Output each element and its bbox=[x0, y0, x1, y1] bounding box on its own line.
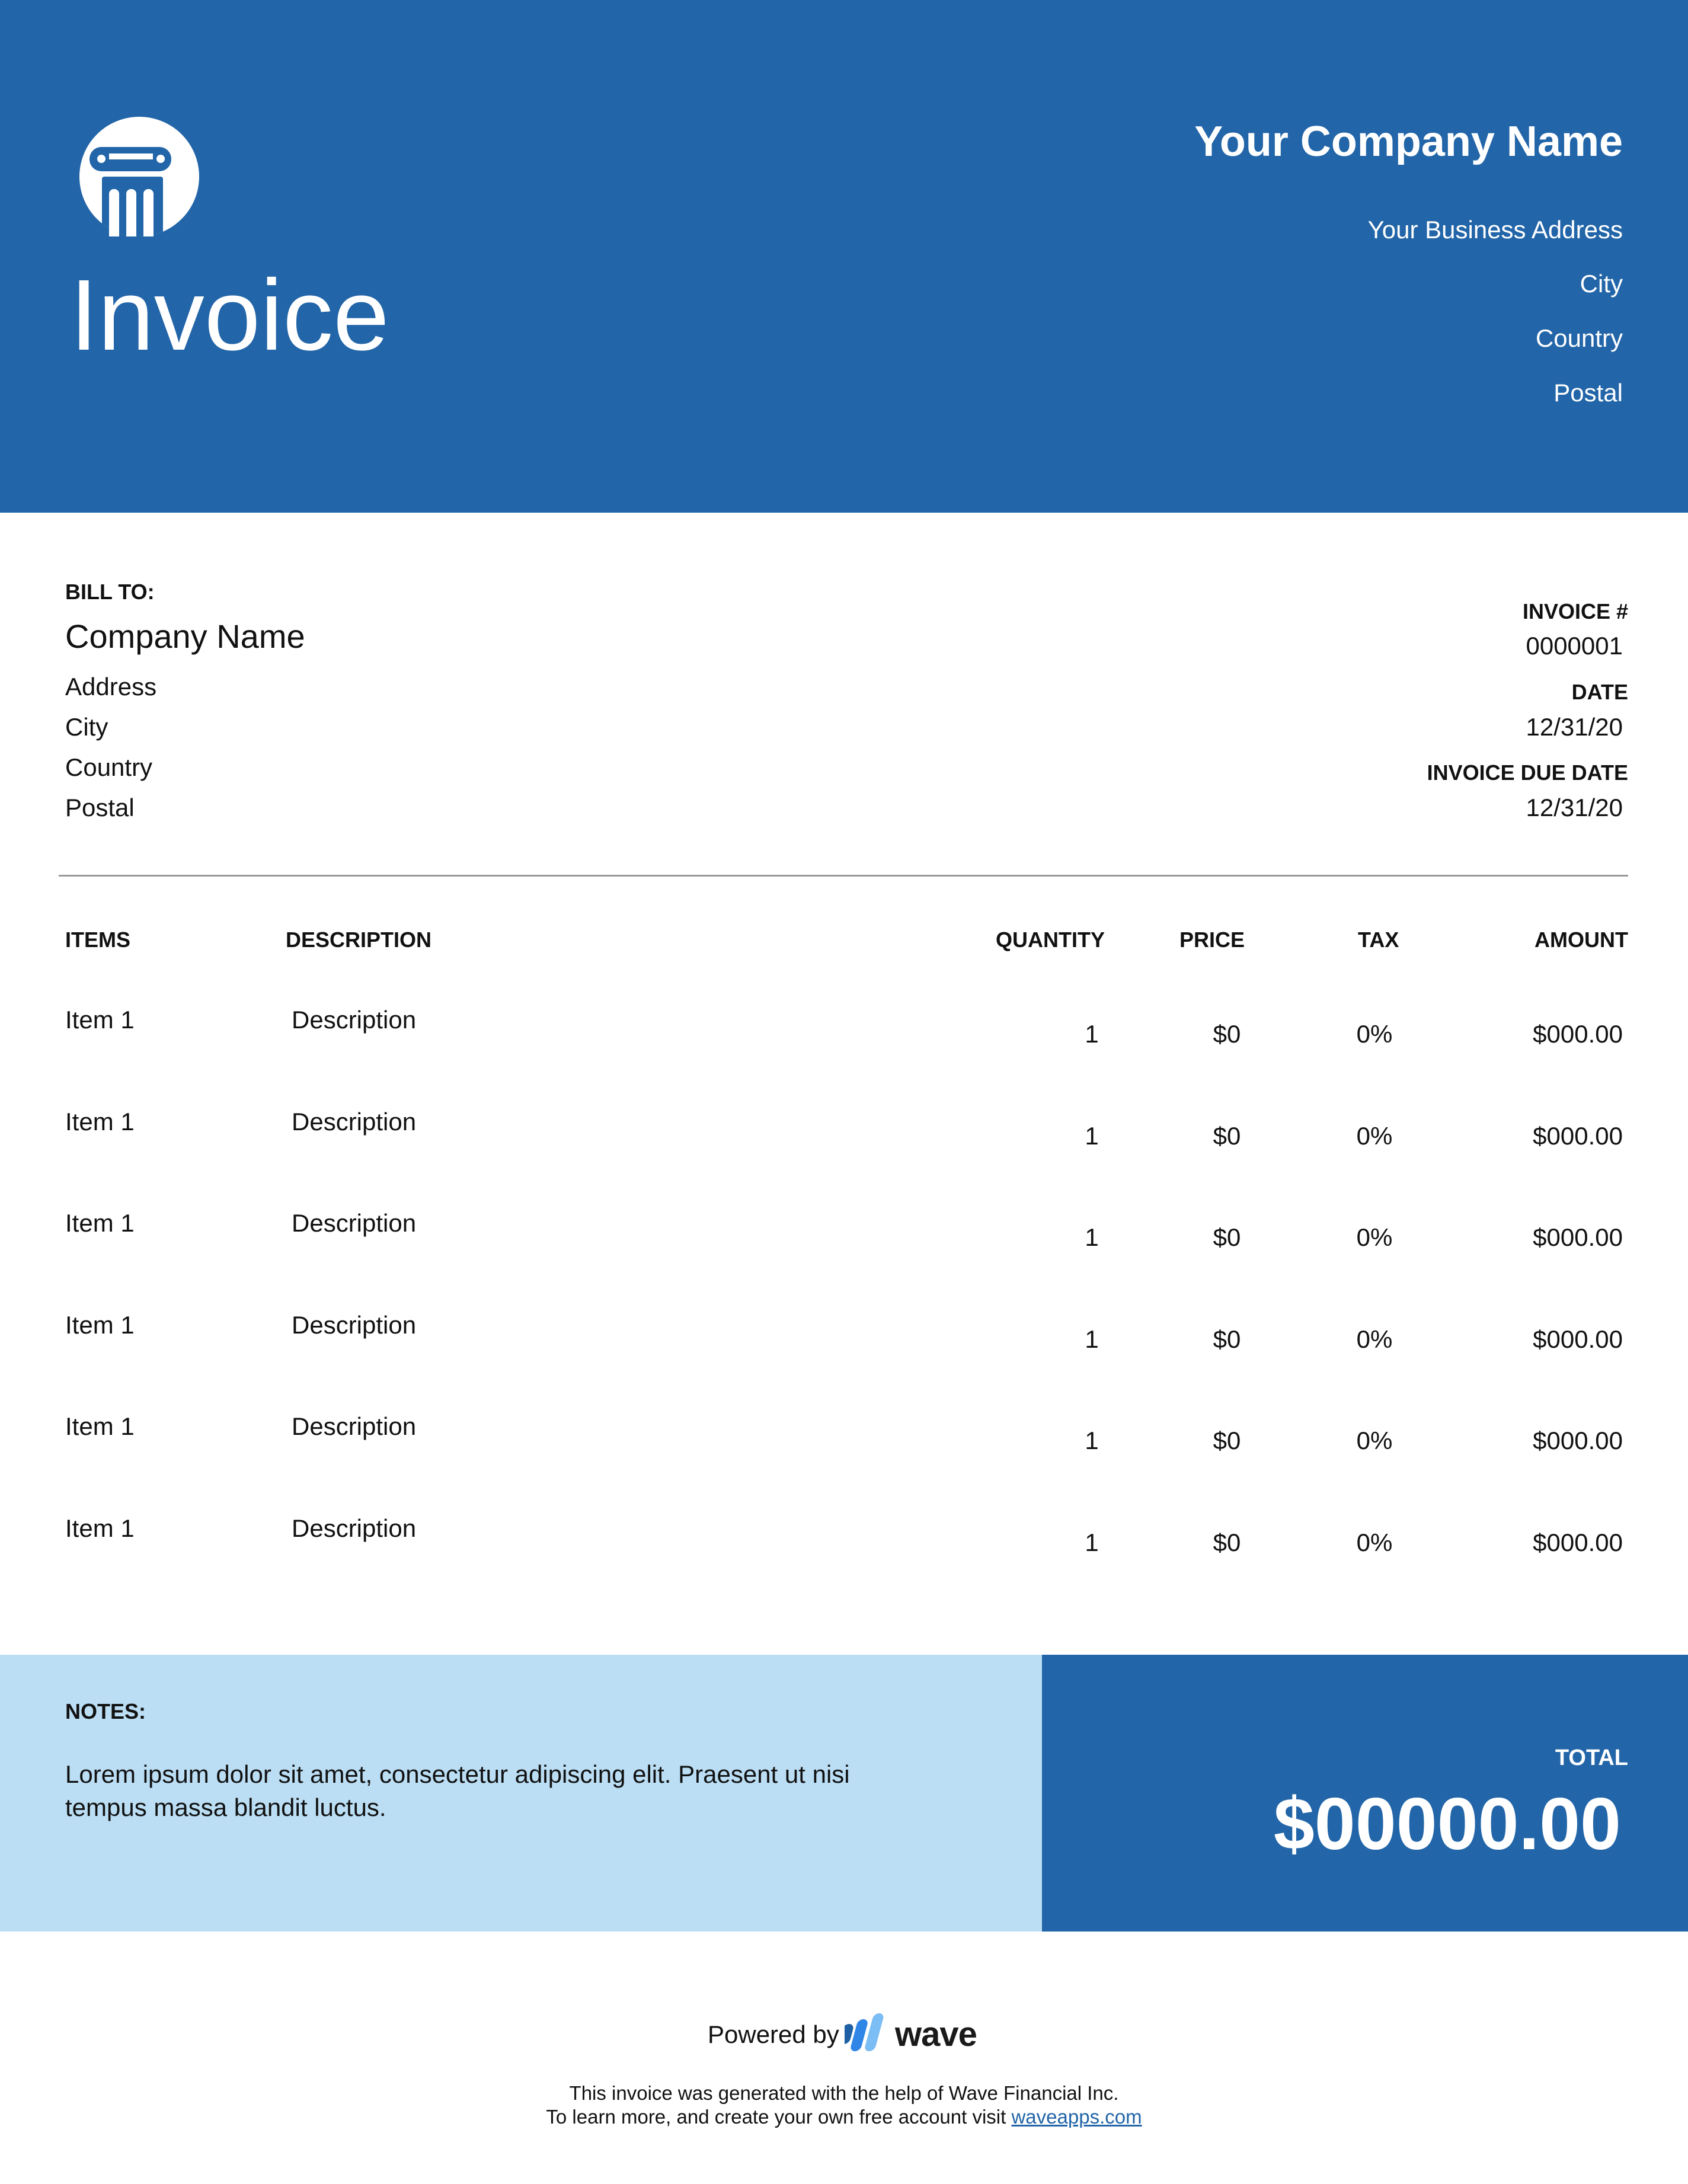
row-price: $0 bbox=[1213, 1427, 1241, 1454]
invoice-header bbox=[0, 0, 1688, 513]
footer-line2: To learn more, and create your own free … bbox=[0, 2105, 1688, 2129]
total-value: $00000.00 bbox=[1273, 1783, 1621, 1865]
row-quantity: 1 bbox=[1085, 1325, 1099, 1353]
col-header-amount: AMOUNT bbox=[1534, 928, 1628, 952]
wave-brand: wave bbox=[895, 2015, 977, 2054]
row-description: Description bbox=[292, 1209, 417, 1237]
date-label: DATE bbox=[1571, 680, 1628, 704]
invoice-number: 0000001 bbox=[1526, 632, 1623, 660]
row-item: Item 1 bbox=[65, 1209, 135, 1237]
footer-line1: This invoice was generated with the help… bbox=[569, 2082, 1119, 2104]
bill-to-city: City bbox=[65, 713, 108, 741]
total-section bbox=[1042, 1655, 1688, 1932]
row-quantity: 1 bbox=[1085, 1427, 1099, 1454]
business-address: Your Business Address bbox=[1367, 216, 1623, 244]
row-item: Item 1 bbox=[65, 1107, 135, 1136]
due-date: 12/31/20 bbox=[1526, 794, 1623, 821]
business-city: City bbox=[1580, 270, 1623, 298]
business-country: Country bbox=[1535, 324, 1623, 352]
row-quantity: 1 bbox=[1085, 1223, 1099, 1251]
row-amount: $000.00 bbox=[1533, 1427, 1623, 1454]
col-header-description: DESCRIPTION bbox=[286, 928, 432, 952]
row-price: $0 bbox=[1213, 1325, 1241, 1353]
row-quantity: 1 bbox=[1085, 1121, 1099, 1150]
bill-to-postal: Postal bbox=[65, 794, 135, 821]
row-item: Item 1 bbox=[65, 1514, 135, 1542]
section-divider bbox=[59, 875, 1628, 877]
company-name: Your Company Name bbox=[1194, 118, 1623, 165]
row-amount: $000.00 bbox=[1533, 1020, 1623, 1048]
waveapps-link[interactable]: waveapps.com bbox=[1011, 2106, 1142, 2128]
business-postal: Postal bbox=[1553, 379, 1623, 407]
col-header-items: ITEMS bbox=[65, 928, 131, 952]
invoice-title: Invoice bbox=[70, 259, 389, 372]
row-amount: $000.00 bbox=[1533, 1121, 1623, 1150]
invoice-number-label: INVOICE # bbox=[1522, 599, 1628, 623]
row-tax: 0% bbox=[1356, 1325, 1393, 1353]
row-tax: 0% bbox=[1356, 1427, 1393, 1454]
total-label: TOTAL bbox=[1555, 1745, 1628, 1770]
invoice-date: 12/31/20 bbox=[1526, 713, 1623, 741]
row-description: Description bbox=[292, 1107, 417, 1136]
row-tax: 0% bbox=[1356, 1223, 1393, 1251]
footer-line2-text: To learn more, and create your own free … bbox=[546, 2106, 1012, 2128]
row-amount: $000.00 bbox=[1533, 1223, 1623, 1251]
row-description: Description bbox=[292, 1514, 417, 1542]
bill-to-label: BILL TO: bbox=[65, 580, 155, 604]
row-amount: $000.00 bbox=[1533, 1528, 1623, 1556]
bill-to-company: Company Name bbox=[65, 618, 305, 655]
row-description: Description bbox=[292, 1412, 417, 1440]
row-quantity: 1 bbox=[1085, 1528, 1099, 1556]
col-header-quantity: QUANTITY bbox=[996, 928, 1105, 952]
due-date-label: INVOICE DUE DATE bbox=[1427, 760, 1628, 785]
row-price: $0 bbox=[1213, 1528, 1241, 1556]
row-quantity: 1 bbox=[1085, 1020, 1099, 1048]
row-tax: 0% bbox=[1356, 1020, 1393, 1048]
row-item: Item 1 bbox=[65, 1412, 135, 1440]
notes-text-line2: tempus massa blandit luctus. bbox=[65, 1793, 386, 1821]
col-header-price: PRICE bbox=[1179, 928, 1245, 952]
powered-by-text: Powered by bbox=[708, 2020, 839, 2048]
row-item: Item 1 bbox=[65, 1310, 135, 1339]
notes-section bbox=[0, 1655, 1042, 1932]
bill-to-address: Address bbox=[65, 673, 157, 701]
bill-to-country: Country bbox=[65, 753, 153, 781]
row-description: Description bbox=[292, 1310, 417, 1339]
row-price: $0 bbox=[1213, 1121, 1241, 1150]
notes-text-line1: Lorem ipsum dolor sit amet, consectetur … bbox=[65, 1760, 850, 1788]
row-amount: $000.00 bbox=[1533, 1325, 1623, 1353]
col-header-tax: TAX bbox=[1358, 928, 1399, 952]
wave-logo-icon bbox=[845, 2013, 884, 2051]
row-tax: 0% bbox=[1356, 1528, 1393, 1556]
row-description: Description bbox=[292, 1006, 417, 1034]
row-item: Item 1 bbox=[65, 1006, 135, 1034]
notes-label: NOTES: bbox=[65, 1699, 146, 1723]
row-price: $0 bbox=[1213, 1020, 1241, 1048]
column-pillar-icon bbox=[79, 117, 199, 236]
row-price: $0 bbox=[1213, 1223, 1241, 1251]
row-tax: 0% bbox=[1356, 1121, 1393, 1150]
